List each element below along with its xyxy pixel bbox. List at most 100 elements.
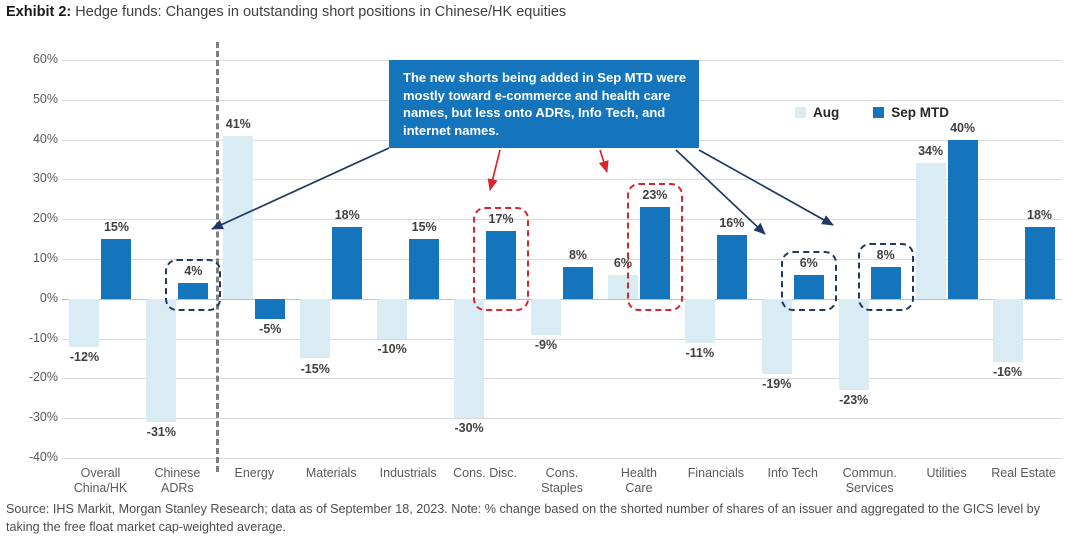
- y-axis-tick-label: 50%: [32, 91, 58, 106]
- bar-aug[interactable]: [377, 298, 408, 339]
- x-axis-label-line: Real Estate: [991, 466, 1056, 480]
- bar-aug[interactable]: [454, 298, 485, 419]
- bar-value-label: 15%: [103, 220, 129, 235]
- bar-value-label: -23%: [839, 393, 869, 408]
- bar-value-label: 18%: [334, 208, 360, 223]
- bar-aug[interactable]: [838, 298, 869, 391]
- bar-value-label: 18%: [1027, 208, 1053, 223]
- bar-sep[interactable]: [101, 239, 132, 299]
- y-axis-tick-label: -20%: [28, 370, 58, 385]
- x-axis-label-line: Care: [625, 481, 653, 495]
- x-axis-label: Financials: [661, 466, 771, 481]
- bar-sep[interactable]: [486, 231, 517, 299]
- bar-sep[interactable]: [255, 298, 286, 319]
- x-axis-label-line: Cons. Disc.: [453, 466, 518, 480]
- bar-sep[interactable]: [332, 227, 363, 299]
- bar-aug[interactable]: [761, 298, 792, 375]
- x-axis-label-line: Financials: [687, 466, 744, 480]
- x-axis-label: Info Tech: [738, 466, 848, 481]
- bar-aug[interactable]: [684, 298, 715, 343]
- callout-annotation: The new shorts being added in Sep MTD we…: [389, 60, 699, 148]
- x-axis-label: Overall China/HK: [45, 466, 155, 496]
- bar-value-label: 15%: [411, 220, 437, 235]
- bar-value-label: -9%: [534, 337, 558, 352]
- bar-aug[interactable]: [531, 298, 561, 335]
- bar-value-label: -31%: [146, 425, 176, 440]
- y-axis-tick-label: 0%: [39, 290, 58, 305]
- bar-aug[interactable]: [146, 298, 177, 423]
- bar-sep[interactable]: [947, 139, 978, 299]
- bar-value-label: -10%: [377, 341, 407, 356]
- x-axis-label-line: Info Tech: [767, 466, 819, 480]
- bar-sep[interactable]: [1024, 227, 1055, 299]
- legend-item-sep: Sep MTD: [873, 105, 949, 120]
- bar-sep[interactable]: [793, 274, 824, 299]
- x-axis-label: Industrials: [353, 466, 463, 481]
- chart-legend: Aug Sep MTD: [795, 102, 949, 122]
- legend-label-sep: Sep MTD: [891, 104, 950, 120]
- x-axis-label-line: China/HK: [73, 481, 128, 495]
- x-axis-label-line: Materials: [305, 466, 357, 480]
- x-axis-label: Commun. Services: [815, 466, 925, 496]
- exhibit-number: Exhibit 2:: [6, 4, 72, 20]
- gridline: [62, 378, 1062, 380]
- x-axis-label-line: Industrials: [379, 466, 437, 480]
- x-axis-label-line: Cons.: [545, 466, 579, 480]
- bar-value-label: 8%: [568, 247, 588, 262]
- bar-value-label: 23%: [642, 188, 668, 203]
- bar-sep[interactable]: [870, 266, 901, 299]
- bar-aug[interactable]: [992, 298, 1023, 363]
- bar-aug[interactable]: [915, 163, 946, 299]
- x-axis-label: Cons. Disc.: [430, 466, 540, 481]
- bar-value-label: 16%: [719, 216, 745, 231]
- y-axis-tick-label: -30%: [28, 410, 58, 425]
- gridline: [62, 219, 1062, 221]
- x-axis-label: Health Care: [584, 466, 694, 496]
- x-axis-label-line: Commun.: [842, 466, 897, 480]
- gridline: [62, 179, 1062, 181]
- x-axis-label: Real Estate: [969, 466, 1079, 481]
- x-axis-label-line: Energy: [234, 466, 275, 480]
- y-axis-tick-label: 30%: [32, 171, 58, 186]
- bar-sep[interactable]: [178, 282, 209, 299]
- bar-value-label: 40%: [950, 120, 976, 135]
- x-axis-label-line: Chinese: [154, 466, 201, 480]
- bar-value-label: -12%: [69, 349, 100, 364]
- bar-sep[interactable]: [716, 235, 747, 299]
- x-axis-label: Cons. Staples: [507, 466, 617, 496]
- bar-value-label: -16%: [992, 365, 1023, 380]
- bar-value-label: -30%: [454, 421, 484, 436]
- bar-value-label: 41%: [225, 116, 251, 131]
- bar-sep[interactable]: [639, 207, 670, 299]
- bar-value-label: 4%: [184, 263, 203, 278]
- bar-aug[interactable]: [607, 274, 638, 299]
- bar-value-label: -11%: [685, 345, 715, 360]
- gridline: [62, 298, 1062, 300]
- bar-value-label: -5%: [259, 321, 282, 336]
- x-axis-label: Chinese ADRs: [122, 466, 232, 496]
- y-axis-tick-label: 40%: [32, 131, 58, 146]
- exhibit-title-text: Hedge funds: Changes in outstanding shor…: [71, 4, 567, 20]
- page-title: Exhibit 2: Hedge funds: Changes in outst…: [6, 4, 1076, 30]
- bar-sep[interactable]: [409, 239, 440, 299]
- bar-value-label: -15%: [300, 361, 330, 376]
- y-axis-tick-label: -40%: [28, 450, 58, 464]
- y-axis-tick-label: 20%: [32, 211, 58, 226]
- bar-value-label: 6%: [799, 255, 818, 270]
- y-axis-tick-label: 60%: [32, 52, 58, 66]
- x-axis-label: Materials: [276, 466, 386, 481]
- category-divider: [215, 42, 219, 472]
- x-axis-label-line: Services: [845, 481, 894, 495]
- x-axis-label-line: Overall: [80, 466, 121, 480]
- bar-value-label: 34%: [918, 144, 944, 159]
- bar-aug[interactable]: [69, 298, 100, 347]
- x-axis-label-line: Health: [620, 466, 657, 480]
- legend-swatch-aug-icon: [795, 106, 806, 118]
- y-axis-tick-label: -10%: [28, 330, 58, 345]
- bar-aug[interactable]: [300, 298, 331, 359]
- legend-swatch-sep-icon: [873, 106, 885, 118]
- bar-aug[interactable]: [223, 135, 254, 299]
- bar-sep[interactable]: [563, 266, 593, 299]
- gridline: [62, 259, 1062, 260]
- legend-label-aug: Aug: [813, 104, 840, 120]
